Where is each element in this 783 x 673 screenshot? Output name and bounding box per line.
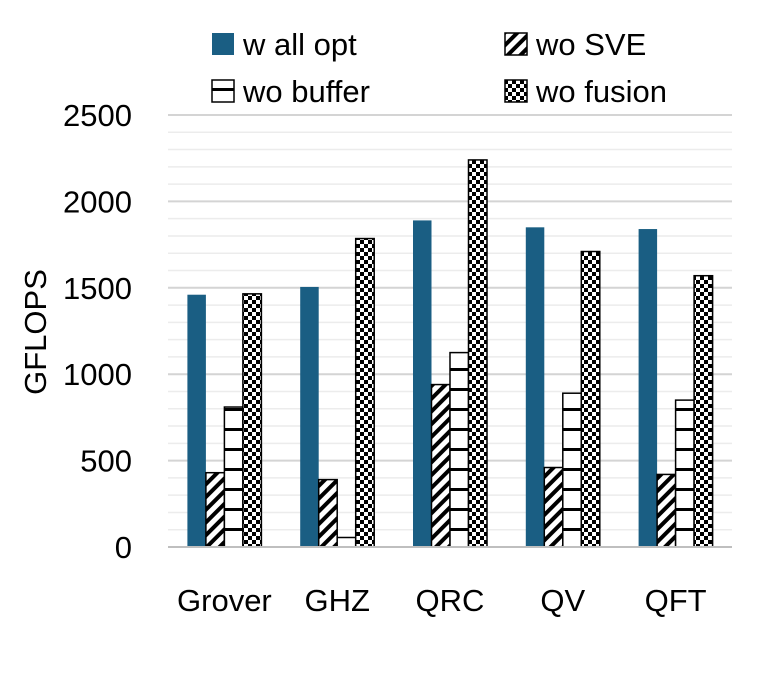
legend-label: wo fusion — [535, 74, 667, 109]
bar-diagonal — [656, 473, 677, 548]
bar-checker — [354, 237, 375, 548]
y-tick-label: 1000 — [63, 357, 132, 392]
bar-checker — [580, 250, 601, 548]
y-tick-label: 1500 — [63, 271, 132, 306]
legend-swatch — [211, 79, 235, 103]
y-tick-labels: 0 500 1000 1500 2000 2500 — [63, 98, 132, 565]
bar-diagonal — [543, 466, 564, 548]
bar-diagonal — [317, 478, 338, 548]
bars — [187, 159, 714, 548]
category-label: QFT — [645, 583, 707, 618]
y-tick-label: 0 — [115, 530, 132, 565]
bar-checker — [242, 293, 263, 548]
legend-swatch — [504, 32, 528, 56]
category-label: Grover — [177, 583, 272, 618]
category-labels: Grover GHZ QRC QV QFT — [177, 583, 707, 618]
legend-swatch — [212, 33, 234, 55]
legend: w all opt wo SVE wo buffer wo fusion — [211, 27, 667, 109]
bar-horizontal — [562, 392, 583, 548]
category-label: QV — [540, 583, 585, 618]
legend-label: wo SVE — [535, 27, 646, 62]
legend-label: wo buffer — [242, 74, 370, 109]
category-label: GHZ — [304, 583, 369, 618]
bar-solid — [300, 286, 319, 547]
bar-checker — [693, 274, 714, 548]
y-tick-label: 500 — [80, 444, 132, 479]
legend-label: w all opt — [242, 27, 357, 62]
category-label: QRC — [416, 583, 485, 618]
bar-diagonal — [205, 471, 226, 548]
bar-horizontal — [336, 536, 357, 548]
y-tick-label: 2000 — [63, 184, 132, 219]
bar-horizontal — [223, 406, 244, 548]
y-axis-label: GFLOPS — [18, 269, 53, 395]
bar-solid — [413, 220, 432, 547]
legend-swatch — [504, 79, 528, 103]
bar-horizontal — [674, 399, 695, 548]
bar-horizontal — [449, 351, 470, 548]
bar-diagonal — [430, 383, 451, 548]
bar-solid — [525, 227, 545, 547]
bar-solid — [187, 294, 206, 547]
bar-solid — [638, 229, 658, 547]
bar-checker — [467, 159, 488, 548]
y-tick-label: 2500 — [63, 98, 132, 133]
